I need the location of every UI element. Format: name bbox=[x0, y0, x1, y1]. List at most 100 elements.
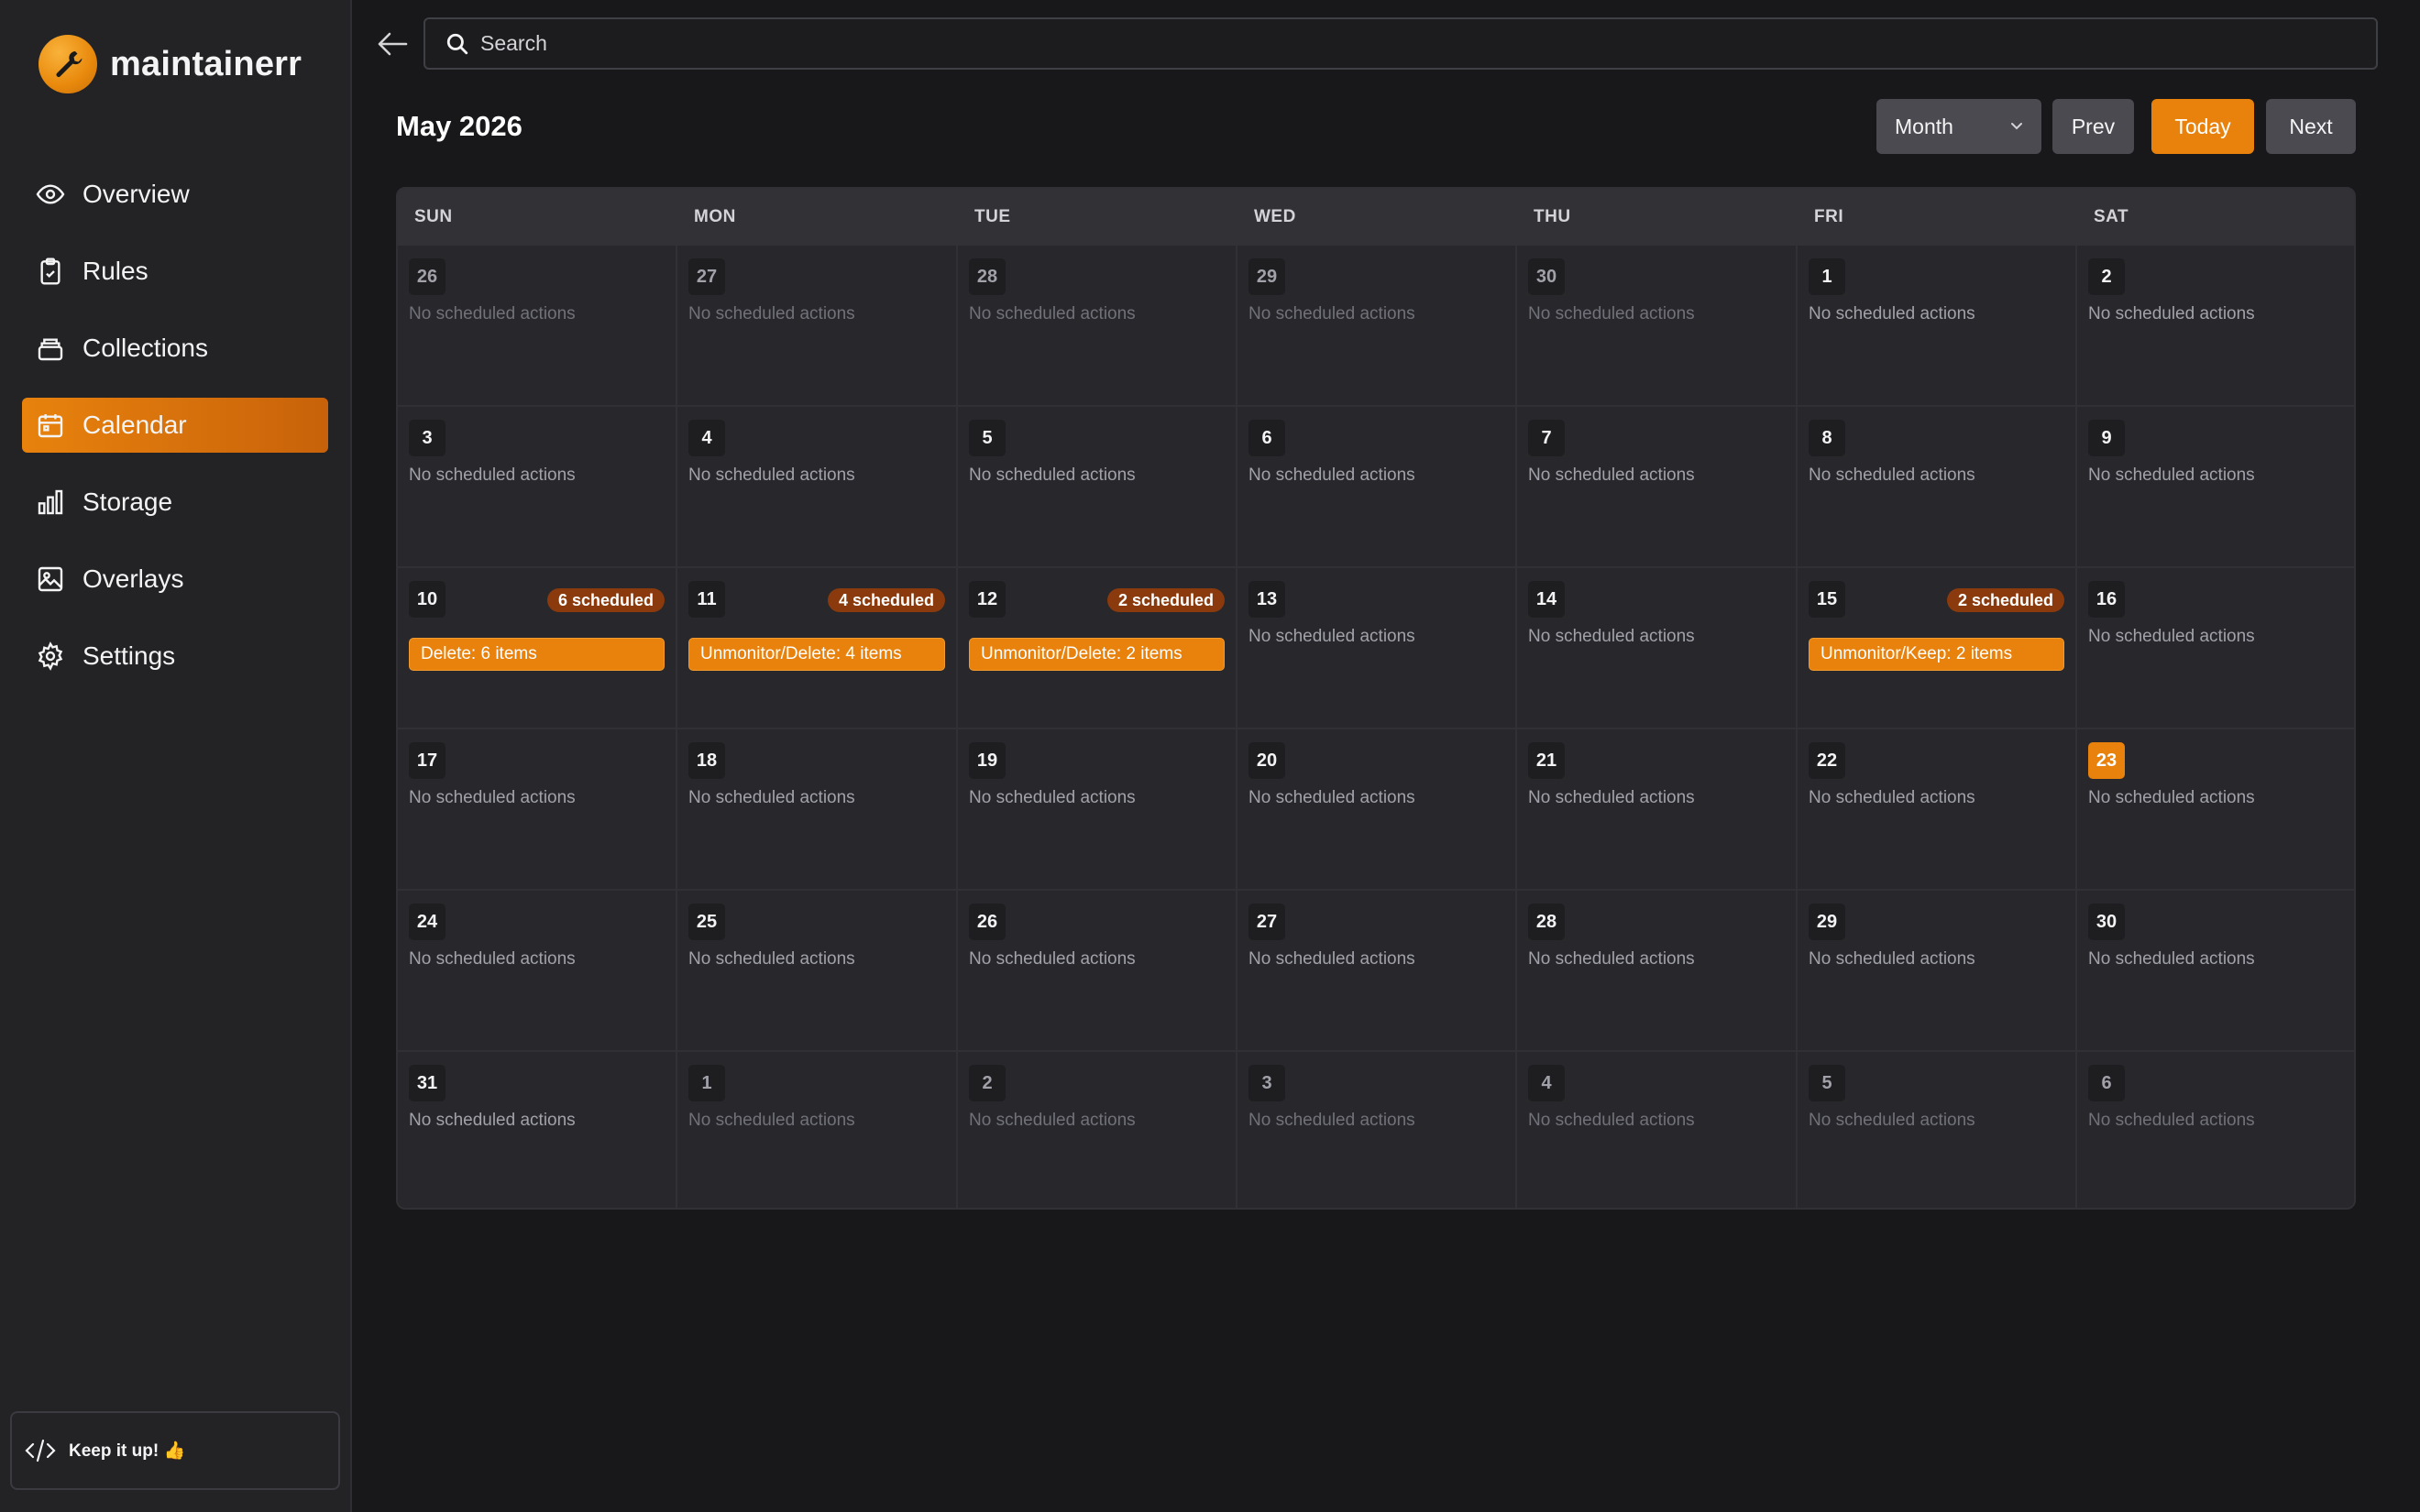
calendar-day-cell[interactable]: 29 No scheduled actions bbox=[1798, 891, 2077, 1052]
calendar-day-cell[interactable]: 23 No scheduled actions bbox=[2077, 729, 2354, 891]
next-button[interactable]: Next bbox=[2266, 99, 2356, 154]
no-actions-text: No scheduled actions bbox=[969, 949, 1136, 969]
no-actions-text: No scheduled actions bbox=[1809, 466, 1975, 485]
no-actions-text: No scheduled actions bbox=[1809, 304, 1975, 323]
back-button[interactable] bbox=[372, 26, 412, 62]
scheduled-count-badge: 2 scheduled bbox=[1946, 588, 2064, 612]
day-number: 7 bbox=[1528, 420, 1565, 456]
calendar-day-cell[interactable]: 3 No scheduled actions bbox=[1238, 1052, 1517, 1208]
prev-button[interactable]: Prev bbox=[2052, 99, 2134, 154]
day-number: 1 bbox=[688, 1065, 725, 1101]
calendar-day-cell[interactable]: 2 No scheduled actions bbox=[2077, 246, 2354, 407]
search-icon bbox=[446, 33, 468, 54]
calendar-day-cell[interactable]: 12 2 scheduled Unmonitor/Delete: 2 items bbox=[958, 568, 1238, 729]
search-input[interactable] bbox=[480, 31, 2314, 56]
no-actions-text: No scheduled actions bbox=[1248, 949, 1415, 969]
scheduled-action-event[interactable]: Delete: 6 items bbox=[409, 638, 665, 671]
day-number: 5 bbox=[969, 420, 1006, 456]
calendar-day-cell[interactable]: 24 No scheduled actions bbox=[398, 891, 677, 1052]
weekday-label: FRI bbox=[1814, 207, 1844, 226]
calendar-day-cell[interactable]: 5 No scheduled actions bbox=[1798, 1052, 2077, 1208]
calendar-day-cell[interactable]: 16 No scheduled actions bbox=[2077, 568, 2354, 729]
day-number: 10 bbox=[409, 581, 446, 618]
day-number: 15 bbox=[1809, 581, 1845, 618]
calendar-day-cell[interactable]: 1 No scheduled actions bbox=[677, 1052, 958, 1208]
no-actions-text: No scheduled actions bbox=[409, 304, 576, 323]
wrench-logo-icon bbox=[38, 35, 97, 93]
calendar-day-cell[interactable]: 20 No scheduled actions bbox=[1238, 729, 1517, 891]
day-number: 2 bbox=[2088, 258, 2125, 295]
calendar-day-cell[interactable]: 25 No scheduled actions bbox=[677, 891, 958, 1052]
sidebar-item-settings[interactable]: Settings bbox=[22, 629, 328, 684]
no-actions-text: No scheduled actions bbox=[1248, 1111, 1415, 1130]
calendar-day-cell[interactable]: 5 No scheduled actions bbox=[958, 407, 1238, 568]
day-number: 6 bbox=[2088, 1065, 2125, 1101]
no-actions-text: No scheduled actions bbox=[409, 788, 576, 807]
calendar-day-cell[interactable]: 2 No scheduled actions bbox=[958, 1052, 1238, 1208]
calendar-day-cell[interactable]: 28 No scheduled actions bbox=[958, 246, 1238, 407]
scheduled-action-event[interactable]: Unmonitor/Keep: 2 items bbox=[1809, 638, 2064, 671]
weekday-label: WED bbox=[1254, 207, 1296, 226]
calendar-day-cell[interactable]: 10 6 scheduled Delete: 6 items bbox=[398, 568, 677, 729]
scheduled-count-badge: 2 scheduled bbox=[1106, 588, 1225, 612]
no-actions-text: No scheduled actions bbox=[1528, 1111, 1695, 1130]
weekday-label: TUE bbox=[974, 207, 1011, 226]
sidebar-item-overlays[interactable]: Overlays bbox=[22, 552, 328, 607]
calendar-day-cell[interactable]: 3 No scheduled actions bbox=[398, 407, 677, 568]
scheduled-action-event[interactable]: Unmonitor/Delete: 2 items bbox=[969, 638, 1225, 671]
calendar-day-cell[interactable]: 7 No scheduled actions bbox=[1517, 407, 1798, 568]
day-number: 17 bbox=[409, 742, 446, 779]
today-button[interactable]: Today bbox=[2151, 99, 2254, 154]
calendar-day-cell[interactable]: 17 No scheduled actions bbox=[398, 729, 677, 891]
bar-chart-icon bbox=[35, 487, 66, 518]
no-actions-text: No scheduled actions bbox=[2088, 627, 2255, 646]
no-actions-text: No scheduled actions bbox=[969, 304, 1136, 323]
no-actions-text: No scheduled actions bbox=[688, 304, 855, 323]
day-number: 22 bbox=[1809, 742, 1845, 779]
calendar-day-cell[interactable]: 29 No scheduled actions bbox=[1238, 246, 1517, 407]
collection-stack-icon bbox=[35, 333, 66, 364]
calendar-day-cell[interactable]: 15 2 scheduled Unmonitor/Keep: 2 items bbox=[1798, 568, 2077, 729]
day-number: 9 bbox=[2088, 420, 2125, 456]
calendar-day-cell[interactable]: 8 No scheduled actions bbox=[1798, 407, 2077, 568]
app-logo[interactable]: maintainerr bbox=[38, 35, 302, 93]
calendar-day-cell[interactable]: 9 No scheduled actions bbox=[2077, 407, 2354, 568]
calendar-day-cell[interactable]: 28 No scheduled actions bbox=[1517, 891, 1798, 1052]
calendar-day-cell[interactable]: 27 No scheduled actions bbox=[677, 246, 958, 407]
calendar-day-cell[interactable]: 1 No scheduled actions bbox=[1798, 246, 2077, 407]
calendar-day-cell[interactable]: 26 No scheduled actions bbox=[958, 891, 1238, 1052]
calendar-day-cell[interactable]: 11 4 scheduled Unmonitor/Delete: 4 items bbox=[677, 568, 958, 729]
calendar-day-cell[interactable]: 18 No scheduled actions bbox=[677, 729, 958, 891]
calendar-day-cell[interactable]: 4 No scheduled actions bbox=[1517, 1052, 1798, 1208]
view-select-value: Month bbox=[1895, 114, 1953, 138]
sidebar-item-calendar[interactable]: Calendar bbox=[22, 398, 328, 453]
footer-message[interactable]: Keep it up! 👍 bbox=[10, 1411, 340, 1490]
sidebar-item-collections[interactable]: Collections bbox=[22, 321, 328, 376]
gear-icon bbox=[35, 641, 66, 672]
calendar-day-cell[interactable]: 13 No scheduled actions bbox=[1238, 568, 1517, 729]
weekday-header: SUN MON TUE WED THU FRI SAT bbox=[398, 189, 2354, 246]
calendar-day-cell[interactable]: 27 No scheduled actions bbox=[1238, 891, 1517, 1052]
no-actions-text: No scheduled actions bbox=[969, 1111, 1136, 1130]
calendar-day-cell[interactable]: 30 No scheduled actions bbox=[1517, 246, 1798, 407]
sidebar-item-rules[interactable]: Rules bbox=[22, 244, 328, 299]
calendar-day-cell[interactable]: 30 No scheduled actions bbox=[2077, 891, 2354, 1052]
calendar-day-cell[interactable]: 6 No scheduled actions bbox=[1238, 407, 1517, 568]
search-bar bbox=[424, 17, 2378, 70]
calendar-day-cell[interactable]: 21 No scheduled actions bbox=[1517, 729, 1798, 891]
day-number: 3 bbox=[1248, 1065, 1285, 1101]
calendar-day-cell[interactable]: 14 No scheduled actions bbox=[1517, 568, 1798, 729]
calendar-day-cell[interactable]: 31 No scheduled actions bbox=[398, 1052, 677, 1208]
calendar-day-cell[interactable]: 19 No scheduled actions bbox=[958, 729, 1238, 891]
scheduled-action-event[interactable]: Unmonitor/Delete: 4 items bbox=[688, 638, 945, 671]
calendar-day-cell[interactable]: 22 No scheduled actions bbox=[1798, 729, 2077, 891]
calendar-day-cell[interactable]: 26 No scheduled actions bbox=[398, 246, 677, 407]
view-select[interactable]: Month bbox=[1876, 99, 2041, 154]
sidebar-item-storage[interactable]: Storage bbox=[22, 475, 328, 530]
calendar-day-cell[interactable]: 6 No scheduled actions bbox=[2077, 1052, 2354, 1208]
no-actions-text: No scheduled actions bbox=[409, 466, 576, 485]
sidebar-nav: Overview Rules Collections Calendar Stor… bbox=[22, 167, 328, 706]
arrow-left-icon bbox=[378, 32, 408, 56]
calendar-day-cell[interactable]: 4 No scheduled actions bbox=[677, 407, 958, 568]
sidebar-item-overview[interactable]: Overview bbox=[22, 167, 328, 222]
